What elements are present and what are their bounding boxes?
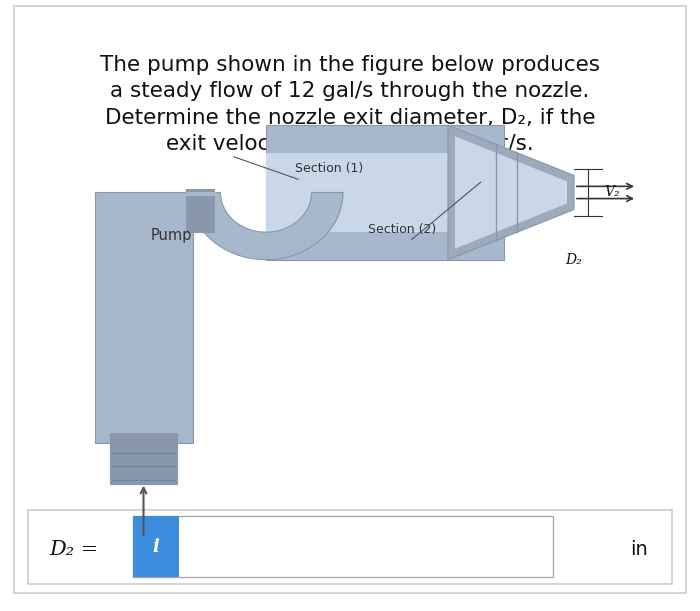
FancyBboxPatch shape — [111, 433, 176, 484]
Text: Section (2): Section (2) — [368, 222, 437, 236]
Text: V₂: V₂ — [605, 186, 620, 199]
Polygon shape — [189, 192, 343, 260]
Text: i: i — [152, 538, 159, 556]
Bar — [266, 153, 504, 232]
Polygon shape — [448, 125, 574, 260]
FancyBboxPatch shape — [14, 6, 686, 593]
Text: Section (1): Section (1) — [295, 161, 363, 175]
FancyBboxPatch shape — [28, 510, 672, 584]
Text: D₂: D₂ — [566, 253, 582, 266]
FancyBboxPatch shape — [94, 192, 192, 443]
Text: in: in — [630, 540, 648, 560]
FancyBboxPatch shape — [133, 516, 178, 577]
Text: D₂ =: D₂ = — [49, 540, 98, 560]
Polygon shape — [455, 136, 567, 249]
Bar — [186, 189, 214, 232]
Bar — [266, 125, 504, 260]
FancyBboxPatch shape — [133, 516, 553, 577]
Text: Pump: Pump — [150, 228, 193, 243]
Text: The pump shown in the figure below produces
a steady flow of 12 gal/s through th: The pump shown in the figure below produ… — [100, 55, 600, 154]
Polygon shape — [186, 192, 216, 196]
